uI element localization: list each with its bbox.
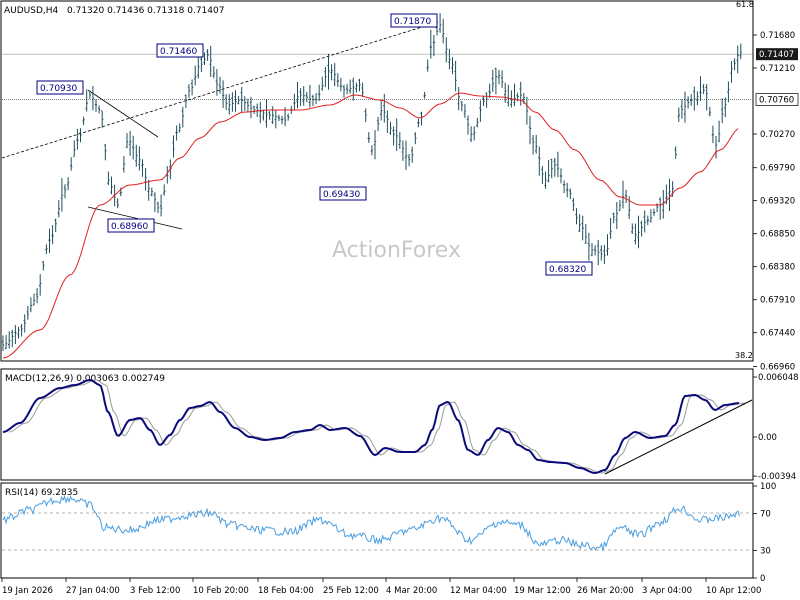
pivot-label: 0.68320 [545, 261, 593, 276]
fib-bottom-label: 38.2 [735, 351, 753, 360]
horizontal-levels [2, 53, 752, 100]
pivot-label: 0.71870 [390, 13, 438, 28]
price-axis: 0.71680 0.71210 0.70270 0.69790 0.69320 0.688… [753, 31, 799, 372]
macd-tick-label: 0.00 [758, 433, 777, 443]
ohlc-label: 0.71320 0.71436 0.71318 0.71407 [67, 6, 224, 16]
fib-top-label: 61.8 [736, 0, 754, 9]
watermark: ActionForex [332, 238, 461, 263]
moving-average-line [2, 92, 739, 359]
level-price-text: 0.70760 [759, 96, 794, 106]
macd-panel-frame [0, 368, 754, 481]
time-tick-label: 25 Feb 12:00 [323, 586, 379, 596]
falling-wedge-upper [87, 89, 159, 138]
pivot-label: 0.70930 [36, 80, 84, 95]
trend-lines [1, 21, 439, 230]
price-bars [1, 13, 742, 351]
falling-wedge-lower [87, 206, 183, 230]
pivot-box [107, 218, 155, 233]
pivot-text: 0.70930 [40, 84, 77, 94]
macd-signal-line [8, 379, 746, 474]
time-tick-label: 10 Apr 12:00 [706, 586, 761, 596]
time-tick-label: 4 Mar 20:00 [386, 586, 437, 596]
symbol-label: AUDUSD,H4 [4, 6, 59, 16]
time-tick-label: 3 Apr 04:00 [642, 586, 692, 596]
level-price-box [755, 93, 799, 106]
price-tick-label: 0.68380 [760, 263, 795, 273]
rsi-tick-label: 0 [760, 574, 765, 584]
macd-trend-line [604, 399, 753, 475]
pivot-box [319, 186, 367, 201]
pivot-text: 0.71870 [394, 17, 431, 27]
macd-label: MACD(12,26,9) 0.003063 0.002749 [5, 374, 165, 384]
pivot-text: 0.71460 [160, 47, 197, 57]
time-tick-label: 10 Feb 20:00 [193, 586, 249, 596]
pivot-box [545, 261, 593, 276]
pivot-label: 0.71460 [156, 43, 204, 58]
time-tick-label: 18 Feb 04:00 [258, 586, 314, 596]
price-panel-frame [0, 0, 754, 362]
pivot-box [390, 13, 438, 28]
pivot-label: 0.68960 [107, 218, 155, 233]
time-tick-label: 19 Mar 12:00 [514, 586, 571, 596]
rsi-tick-label: 100 [760, 482, 776, 492]
price-tick-label: 0.71680 [760, 31, 795, 41]
rsi-line [2, 494, 740, 552]
rising-channel-line [1, 21, 439, 159]
rsi-tick-label: 30 [760, 546, 771, 556]
pivot-box [36, 80, 84, 95]
time-tick-label: 26 Mar 20:00 [577, 586, 634, 596]
rsi-panel-frame [0, 482, 754, 579]
price-tick-label: 0.69790 [760, 164, 795, 174]
rsi-label: RSI(14) 69.2835 [5, 488, 78, 498]
price-tick-label: 0.67910 [760, 296, 795, 306]
current-price-box [756, 48, 798, 61]
pivot-labels: 0.71870 0.71460 0.70930 0.69430 0.68960 0.683… [36, 13, 593, 276]
price-tick-label: 0.67440 [760, 329, 795, 339]
rsi-axis: 100 70 30 0 [753, 482, 776, 584]
time-tick-label: 3 Feb 12:00 [130, 586, 180, 596]
pivot-box [156, 43, 204, 58]
price-tick-label: 0.70270 [760, 130, 795, 140]
time-tick-label: 12 Mar 04:00 [450, 586, 507, 596]
time-tick-label: 19 Jan 2026 [2, 586, 53, 596]
pivot-text: 0.68320 [549, 265, 586, 275]
macd-main-line [2, 379, 740, 475]
price-tick-label: 0.71210 [760, 64, 795, 74]
pivot-label: 0.69430 [319, 186, 367, 201]
price-tick-label: 0.66960 [760, 362, 795, 372]
macd-tick-label: -0.00394 [758, 472, 796, 482]
time-tick-label: 27 Jan 04:00 [66, 586, 120, 596]
price-tick-label: 0.68850 [760, 230, 795, 240]
time-axis: 19 Jan 2026 27 Jan 04:00 3 Feb 12:00 10 Feb… [1, 578, 761, 596]
pivot-text: 0.68960 [111, 222, 148, 232]
macd-axis: 0.006048 0.00 -0.00394 [753, 373, 799, 482]
current-price-text: 0.71407 [759, 50, 794, 60]
rsi-tick-label: 70 [760, 510, 771, 520]
macd-tick-label: 0.006048 [758, 373, 799, 383]
price-tick-label: 0.69320 [760, 197, 795, 207]
pivot-text: 0.69430 [323, 190, 360, 200]
